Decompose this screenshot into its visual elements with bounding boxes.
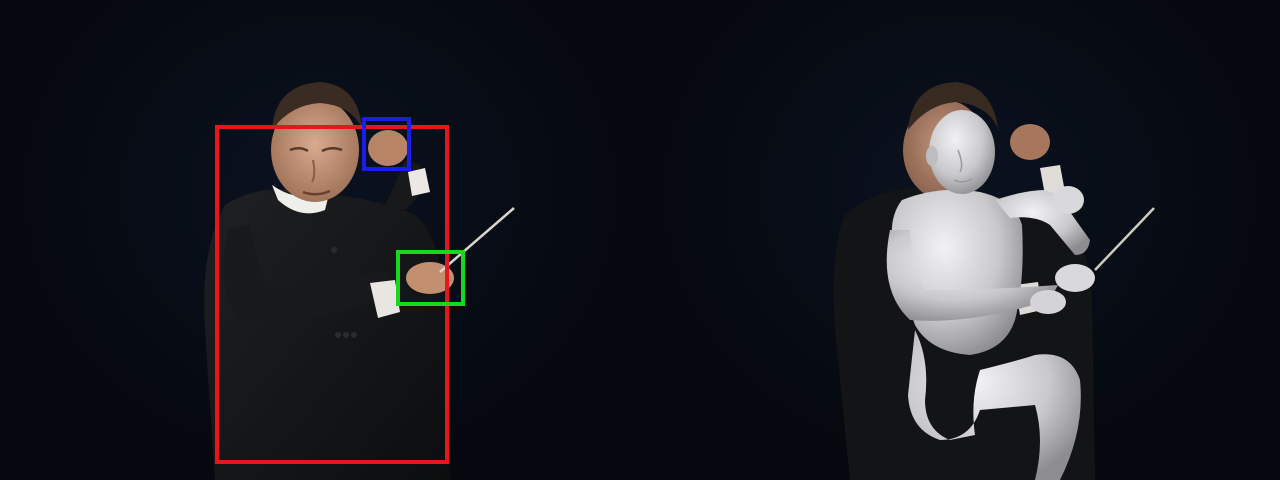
left-hand-box	[362, 117, 411, 171]
right-hand-box	[396, 250, 465, 306]
original-photo-panel	[0, 0, 640, 480]
mesh-overlay-photo	[833, 82, 1155, 480]
conductor-figure	[204, 82, 515, 480]
body-mesh	[886, 110, 1095, 480]
conductor-photo	[204, 82, 515, 480]
body-box	[215, 125, 449, 464]
mesh-overlay-panel	[640, 0, 1280, 480]
